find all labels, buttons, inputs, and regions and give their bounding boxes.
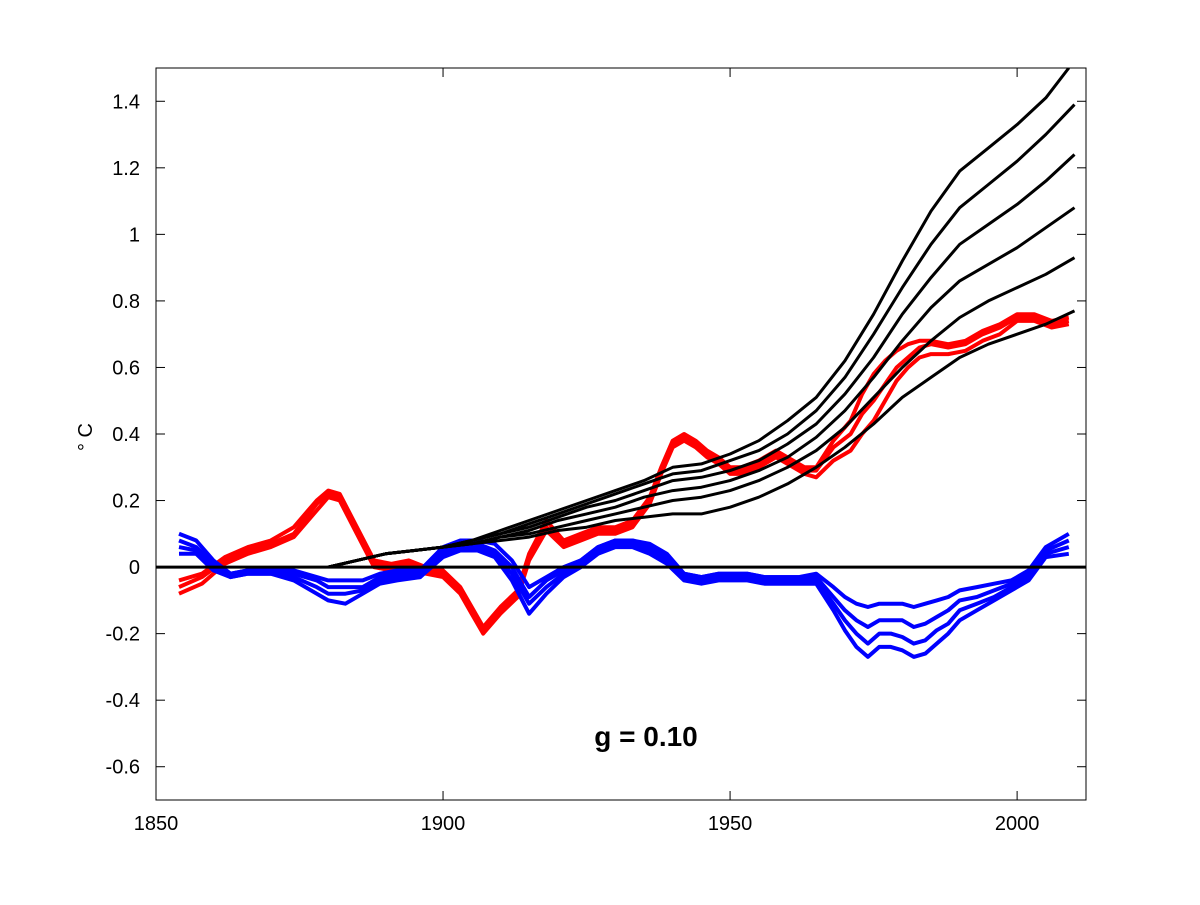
blue-series-line-4 (179, 545, 1070, 659)
y-tick-label: 0.4 (112, 424, 140, 446)
y-tick-label: 1.2 (112, 158, 140, 180)
y-tick-label: 0.6 (112, 357, 140, 379)
blue-series-line-2 (178, 538, 1070, 629)
y-tick-label: 0.2 (112, 491, 140, 513)
tick-layer: 1850 1900 1950 2000 -0.6 -0.4 -0.2 0 0.2 0.4 0.6 0.… (106, 68, 1086, 835)
y-tick-label: 1 (129, 224, 140, 246)
y-tick-label: 0 (129, 557, 140, 579)
y-tick-label: -0.4 (106, 690, 140, 712)
x-tick-label: 2000 (995, 813, 1040, 835)
black-series-line-5 (327, 256, 1076, 569)
blue-series-line-3 (178, 541, 1070, 646)
plot-frame (155, 67, 1087, 801)
series-layer (178, 68, 1076, 659)
g-value-annotation: g = 0.10 (594, 721, 698, 752)
y-tick-label: -0.6 (106, 757, 140, 779)
x-tick-label: 1900 (421, 813, 466, 835)
x-tick-label: 1850 (134, 813, 179, 835)
y-tick-label: 1.4 (112, 91, 140, 113)
red-series-line-3 (178, 312, 1070, 629)
black-series-line-3 (327, 153, 1076, 569)
y-tick-label: -0.2 (106, 624, 140, 646)
black-series-line-6 (327, 309, 1076, 569)
x-tick-label: 1950 (708, 813, 753, 835)
y-axis-label: ° C (75, 423, 97, 451)
y-tick-label: 0.8 (112, 291, 140, 313)
blue-series-line-1 (178, 531, 1070, 609)
